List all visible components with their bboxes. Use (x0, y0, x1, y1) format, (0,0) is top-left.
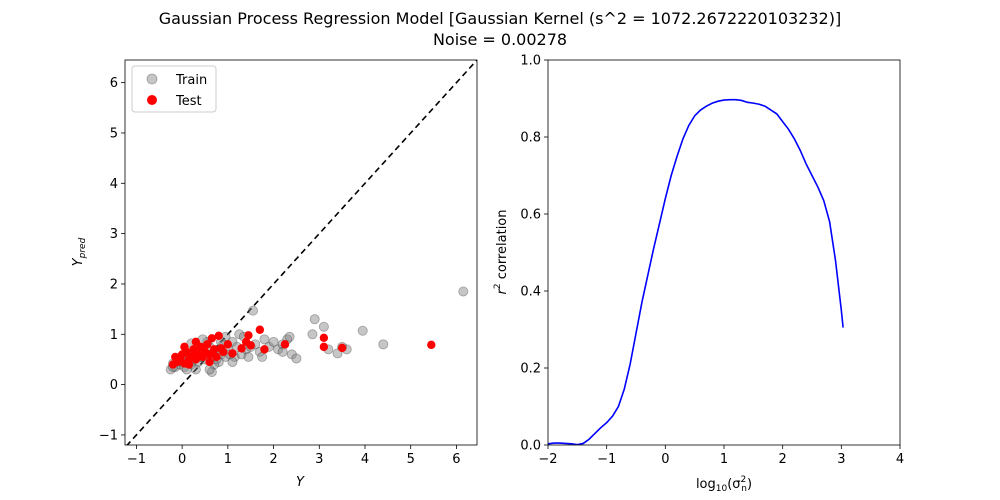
legend-train-label: Train (175, 73, 207, 88)
correlation-plot-area (548, 60, 900, 445)
test-point (209, 345, 219, 354)
scatter-legend: Train Test (131, 65, 217, 113)
correlation-y-tick-label: 0.8 (520, 131, 541, 146)
train-point (307, 329, 318, 340)
correlation-x-tick-label: 1 (720, 452, 728, 467)
test-point (260, 345, 269, 354)
correlation-x-tick-label: −1 (597, 452, 616, 467)
scatter-y-tick-label: −1 (99, 428, 118, 443)
train-point (318, 321, 329, 332)
train-point (309, 314, 320, 325)
train-point (284, 331, 295, 342)
legend-train-marker (146, 73, 158, 85)
correlation-x-tick-label: 3 (837, 452, 845, 467)
train-point (291, 353, 302, 364)
scatter-x-axis-label: Y (296, 475, 305, 490)
train-point (277, 346, 288, 357)
scatter-y-tick-label: 1 (110, 328, 118, 343)
correlation-y-tick-label: 0.4 (520, 285, 541, 300)
train-point (273, 344, 284, 355)
correlation-y-tick-label: 1.0 (520, 54, 541, 69)
test-point (214, 331, 223, 340)
train-point (204, 364, 215, 375)
train-point (257, 351, 268, 362)
train-point (378, 339, 389, 350)
scatter-x-tick-label: 6 (452, 452, 460, 467)
test-point (212, 352, 221, 362)
scatter-x-tick-label: −1 (127, 452, 146, 467)
correlation-x-tick-label: 2 (779, 452, 787, 467)
correlation-x-tick-label: 0 (661, 452, 669, 467)
scatter-y-axis-label: Ypred (71, 237, 88, 266)
train-point (268, 336, 279, 347)
scatter-x-tick-label: 5 (407, 452, 415, 467)
test-point (255, 325, 265, 334)
test-point (427, 340, 436, 350)
scatter-plot-frame (124, 59, 478, 446)
correlation-y-tick-label: 0.2 (520, 362, 541, 377)
scatter-y-tick-label: 5 (110, 126, 118, 141)
test-point (246, 341, 255, 350)
test-point (205, 357, 214, 367)
scatter-y-tick-label: 2 (110, 277, 118, 292)
test-point (280, 340, 290, 349)
train-point (357, 325, 368, 336)
correlation-y-tick-label: 0.6 (520, 208, 541, 223)
figure-title-line1: Gaussian Process Regression Model [Gauss… (159, 9, 841, 28)
scatter-x-tick-label: 4 (361, 452, 369, 467)
correlation-y-tick-label: 0.0 (520, 439, 541, 454)
test-point (237, 344, 246, 353)
train-point (286, 349, 297, 360)
test-point (184, 360, 194, 369)
train-point (190, 364, 201, 375)
scatter-y-tick-label: 6 (110, 76, 118, 91)
correlation-x-tick-label: 4 (896, 452, 904, 467)
r2-correlation-curve (548, 98, 844, 445)
test-point (244, 331, 253, 340)
correlation-x-axis-label: log10(σ2 n) (696, 475, 752, 494)
train-point (227, 356, 238, 367)
scatter-y-tick-label: 3 (110, 227, 118, 242)
test-point (319, 333, 329, 343)
scatter-x-tick-label: 1 (224, 452, 232, 467)
train-point (206, 367, 217, 378)
correlation-x-tick-label: −2 (538, 452, 557, 467)
correlation-plot-frame (547, 59, 901, 446)
train-point (243, 351, 254, 362)
test-point (337, 343, 347, 353)
scatter-panel: −1 0 1 2 3 4 5 6 −1 0 1 2 3 4 5 6 Train Test Y Ypred (71, 59, 478, 490)
scatter-x-tick-label: 3 (315, 452, 323, 467)
train-point (458, 286, 469, 297)
scatter-x-tick-label: 2 (269, 452, 277, 467)
correlation-panel: −2 −1 0 1 2 3 4 0.0 0.2 0.4 0.6 0.8 1.0 log10(σ2 n) r… (493, 54, 904, 495)
test-point (180, 342, 189, 352)
legend-test-label: Test (175, 94, 202, 109)
scatter-y-tick-label: 0 (110, 378, 118, 393)
test-point (228, 349, 237, 358)
correlation-y-axis-label: r2 correlation (493, 210, 510, 295)
test-point (191, 337, 201, 347)
test-point (319, 342, 329, 352)
train-point (259, 334, 270, 345)
scatter-x-tick-label: 0 (178, 452, 186, 467)
figure-title-line2: Noise = 0.00278 (433, 30, 567, 49)
scatter-y-tick-label: 4 (110, 177, 118, 192)
test-point (207, 334, 217, 343)
test-point (219, 347, 228, 357)
train-point (234, 329, 245, 340)
train-point (247, 305, 258, 316)
test-point (203, 340, 212, 349)
test-point (223, 340, 233, 349)
legend-test-marker (147, 95, 157, 105)
